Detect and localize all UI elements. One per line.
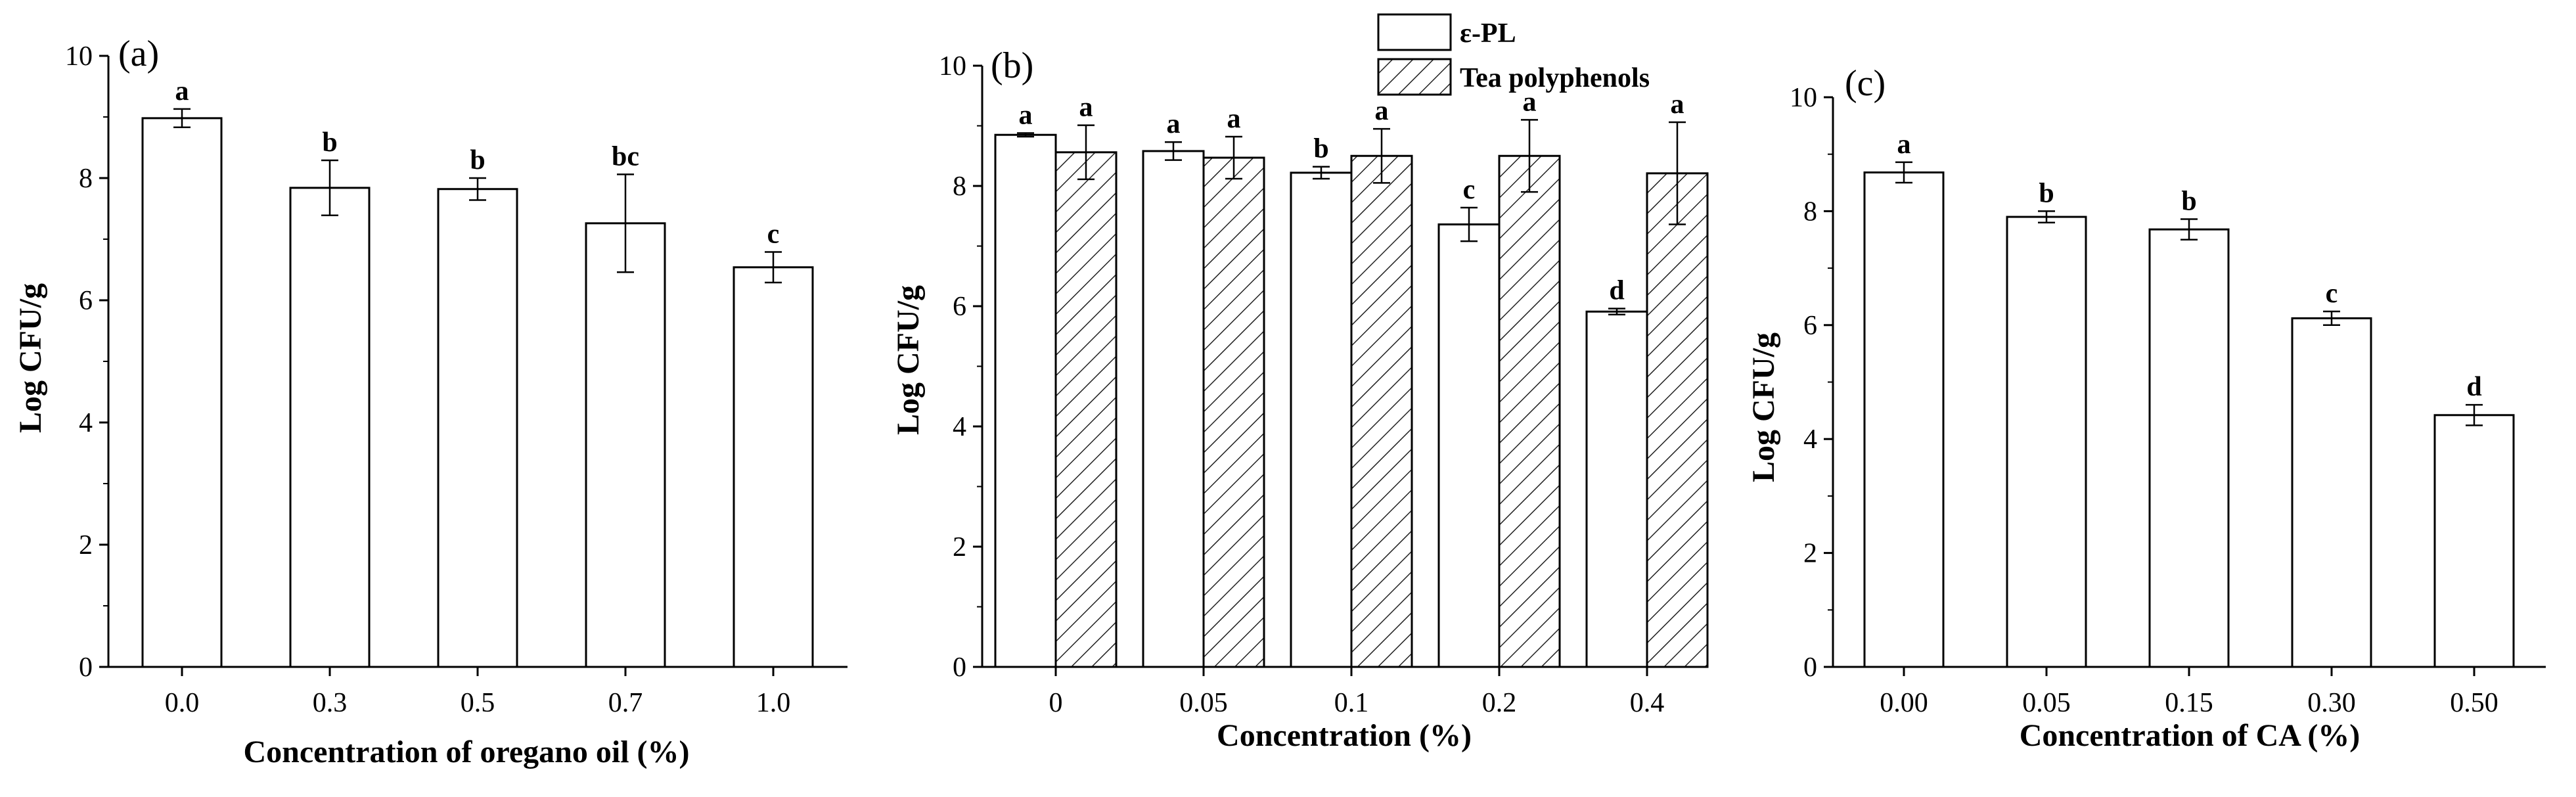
- panel-c-x-tick-label-0: 0.00: [1880, 688, 1928, 718]
- panel-b-bar-1-1: [1202, 156, 1265, 668]
- panel-b-x-tick-label-2: 0.1: [1334, 688, 1369, 718]
- panel-b-y-tick-label-5: 10: [939, 51, 966, 81]
- panel-b-y-tick-label-0: 0: [953, 652, 966, 683]
- panel-a-significance-label-0-4: c: [767, 219, 780, 250]
- panel-c-x-tick-label-3: 0.30: [2307, 688, 2356, 718]
- panel-b-x-tick-label-0: 0: [1049, 688, 1063, 718]
- panel-c-bar-0-0: [1863, 171, 1945, 668]
- panel-a-axes: 0.0 0.3 0.5 0.7 1.0 0 2 4 6 8 10: [65, 41, 847, 718]
- panel-a-y-tick-label-5: 10: [65, 41, 93, 72]
- panel-c-chart: a b b c d 0.00 0.05 0.15 0.30 0.50 0 2 4 6 8 10 (c) Co…: [1746, 63, 2546, 753]
- panel-a-y-tick-label-4: 8: [79, 164, 93, 194]
- panel-b-bar-0-3: [1437, 223, 1501, 668]
- panel-b-bar-1-2: [1350, 154, 1413, 668]
- panel-c-x-tick-label-1: 0.05: [2022, 688, 2071, 718]
- panel-a-bars: a b b bc c: [141, 76, 814, 668]
- legend-swatch-tea-polyphenols: [1377, 58, 1452, 96]
- panel-b-significance-label-1-3: a: [1523, 87, 1537, 117]
- panel-c-x-tick-label-4: 0.50: [2450, 688, 2498, 718]
- panel-b-x-axis-title: Concentration (%): [1217, 718, 1472, 753]
- panel-b-x-tick-label-1: 0.05: [1179, 688, 1228, 718]
- panel-c-x-axis-title: Concentration of CA (%): [2020, 718, 2361, 753]
- panel-c-bar-0-3: [2291, 317, 2372, 668]
- panel-a-chart: a b b bc c 0.0 0.3 0.5 0.7 1.0 0 2 4 6 8 10 (a) Concen…: [13, 34, 847, 769]
- panel-c-y-tick-label-5: 10: [1790, 83, 1817, 113]
- legend-label-tea-polyphenols: Tea polyphenols: [1460, 63, 1650, 93]
- panel-b-bar-1-4: [1646, 172, 1709, 668]
- panel-b-y-tick-label-4: 8: [953, 171, 966, 202]
- panel-b-chart: a a a a b a c a d a 0 0.05 0.1 0.2 0.4 0 2 4 6 8 10 (b) Con…: [891, 13, 1709, 753]
- panel-a-y-tick-label-0: 0: [79, 652, 93, 683]
- panel-c-bars: a b b c d: [1863, 129, 2515, 668]
- panel-c-y-tick-label-2: 4: [1803, 424, 1817, 455]
- panel-a-x-tick-label-0: 0.0: [165, 688, 200, 718]
- panel-c-significance-label-0-0: a: [1897, 129, 1911, 160]
- panel-a-x-tick-label-4: 1.0: [756, 688, 791, 718]
- panel-c-x-tick-label-2: 0.15: [2165, 688, 2213, 718]
- panel-c-significance-label-0-2: b: [2181, 187, 2196, 217]
- panel-b-bar-0-2: [1290, 171, 1353, 668]
- panel-a-label: (a): [118, 34, 159, 74]
- panel-a-x-axis-title: Concentration of oregano oil (%): [243, 735, 689, 769]
- panel-a-significance-label-0-2: b: [470, 145, 485, 175]
- panel-b-y-axis-title: Log CFU/g: [891, 285, 926, 435]
- panel-b-bars: a a a a b a c a d a: [994, 87, 1709, 668]
- panel-c-axes: 0.00 0.05 0.15 0.30 0.50 0 2 4 6 8 10: [1790, 83, 2546, 718]
- panel-b-legend: ε-PL Tea polyphenols: [1377, 13, 1650, 96]
- panel-b-significance-label-0-2: b: [1313, 134, 1328, 164]
- panel-b-significance-label-1-2: a: [1375, 96, 1389, 126]
- panel-c-bar-0-4: [2433, 414, 2515, 668]
- panel-c-bar-0-2: [2148, 228, 2230, 668]
- panel-b-significance-label-1-4: a: [1671, 89, 1684, 120]
- panel-b-significance-label-0-4: d: [1609, 276, 1624, 306]
- panel-b-y-tick-label-2: 4: [953, 412, 966, 442]
- panel-c-significance-label-0-4: d: [2466, 372, 2481, 402]
- panel-a-y-tick-label-3: 6: [79, 286, 93, 316]
- panel-a-bar-0-2: [437, 188, 518, 668]
- panel-a-bar-0-4: [733, 266, 814, 668]
- panel-b-y-tick-label-1: 2: [953, 532, 966, 562]
- panel-a-y-tick-label-1: 2: [79, 530, 93, 560]
- panel-a-bar-0-3: [585, 222, 666, 668]
- panel-b-bar-0-1: [1142, 150, 1205, 668]
- panel-b-y-tick-label-3: 6: [953, 292, 966, 322]
- panel-a-y-axis-title: Log CFU/g: [13, 283, 48, 433]
- panel-c-y-tick-label-0: 0: [1803, 652, 1817, 683]
- panel-a-x-tick-label-1: 0.3: [313, 688, 348, 718]
- panel-b-significance-label-1-1: a: [1227, 104, 1241, 134]
- panel-c-bar-0-1: [2006, 216, 2087, 668]
- legend-swatch-epl: [1377, 13, 1452, 51]
- panel-b-axes: 0 0.05 0.1 0.2 0.4 0 2 4 6 8 10: [939, 51, 1708, 718]
- panel-a-x-tick-label-3: 0.7: [608, 688, 643, 718]
- panel-c-y-tick-label-1: 2: [1803, 539, 1817, 569]
- panel-a-bar-0-1: [289, 187, 371, 668]
- legend-label-epl: ε-PL: [1460, 18, 1516, 49]
- panel-b-bar-1-0: [1054, 151, 1118, 668]
- panel-a-significance-label-0-1: b: [322, 127, 337, 158]
- panel-a-bar-0-0: [141, 117, 223, 668]
- panel-b-x-tick-label-4: 0.4: [1630, 688, 1665, 718]
- panel-b-significance-label-0-3: c: [1463, 175, 1476, 205]
- panel-b-label: (b): [991, 45, 1033, 86]
- panel-a-significance-label-0-0: a: [175, 76, 189, 106]
- panel-c-y-tick-label-3: 6: [1803, 311, 1817, 341]
- panel-b-significance-label-0-1: a: [1167, 109, 1181, 139]
- panel-c-label: (c): [1845, 63, 1886, 104]
- panel-c-significance-label-0-3: c: [2326, 279, 2338, 309]
- panel-c-y-tick-label-4: 8: [1803, 196, 1817, 227]
- panel-b-bar-0-0: [994, 133, 1057, 668]
- panel-c-y-axis-title: Log CFU/g: [1746, 332, 1781, 482]
- panel-b-bar-0-4: [1585, 310, 1648, 668]
- panel-b-significance-label-1-0: a: [1079, 93, 1093, 123]
- panel-c-significance-label-0-1: b: [2039, 178, 2054, 208]
- panel-b-significance-label-0-0: a: [1019, 100, 1033, 130]
- panel-b-bar-1-3: [1498, 154, 1561, 668]
- panel-a-y-tick-label-2: 4: [79, 408, 93, 438]
- panel-b-x-tick-label-3: 0.2: [1482, 688, 1517, 718]
- panel-a-x-tick-label-2: 0.5: [461, 688, 495, 718]
- panel-a-significance-label-0-3: bc: [612, 141, 639, 171]
